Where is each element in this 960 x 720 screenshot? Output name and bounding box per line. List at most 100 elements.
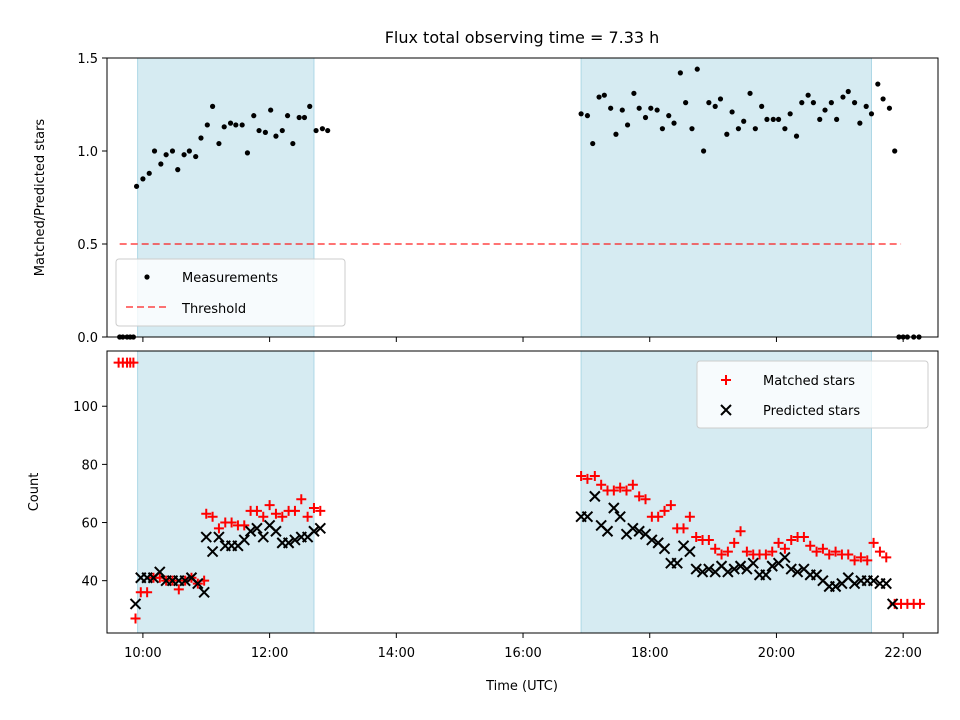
data-point [716, 549, 727, 560]
legend-label: Measurements [182, 271, 278, 286]
data-point [209, 103, 216, 109]
data-point [703, 534, 714, 545]
data-point [129, 598, 142, 610]
x-tick-label: 18:00 [631, 646, 668, 661]
data-point [678, 523, 689, 534]
data-point [631, 90, 637, 96]
data-point [233, 122, 239, 128]
y-tick-label: 80 [81, 458, 98, 473]
data-point [665, 500, 676, 511]
data-point [221, 124, 227, 130]
data-point [881, 552, 892, 563]
data-point [691, 532, 702, 543]
data-point [142, 587, 153, 598]
legend-label: Matched stars [763, 374, 855, 389]
x-tick-label: 10:00 [124, 646, 161, 661]
data-point [204, 122, 210, 128]
data-point [128, 357, 139, 368]
data-point [752, 126, 758, 132]
data-point [824, 549, 835, 560]
top-panel: 0.0 0.5 1.0 1.5 Matched/Predicted stars Measu… [33, 52, 939, 346]
data-point [659, 126, 666, 132]
data-point [251, 113, 257, 119]
data-point [279, 127, 285, 134]
y-tick-label: 0.0 [77, 331, 98, 346]
data-point [875, 81, 881, 87]
data-point [845, 88, 851, 95]
y-tick-label: 1.0 [77, 145, 98, 160]
data-point [840, 94, 846, 100]
data-point [173, 584, 184, 595]
data-point [621, 485, 632, 496]
data-point [799, 100, 805, 106]
y-tick-label: 100 [73, 400, 98, 415]
plot-frame [106, 57, 939, 338]
x-tick-label: 12:00 [251, 646, 288, 661]
data-point [770, 116, 776, 122]
data-point [325, 127, 331, 134]
legend-box [115, 258, 346, 327]
data-point [576, 471, 587, 482]
y-tick-label: 1.5 [77, 52, 98, 67]
data-point [822, 107, 828, 113]
data-point [193, 153, 199, 160]
data-point [256, 127, 262, 134]
data-point [849, 555, 860, 566]
data-point [764, 116, 770, 122]
data-point [200, 531, 212, 543]
data-point [192, 577, 204, 590]
data-point [201, 508, 212, 519]
data-point [734, 560, 747, 572]
data-point [722, 566, 734, 578]
data-point [867, 574, 880, 587]
data-point [642, 114, 649, 121]
data-point [296, 494, 307, 505]
data-point [868, 111, 875, 117]
data-point [615, 482, 626, 493]
data-point [848, 577, 861, 590]
data-point [689, 126, 695, 132]
data-point [793, 133, 800, 139]
data-point [315, 505, 326, 516]
data-point [648, 105, 654, 111]
data-point [284, 113, 291, 119]
y-tick-label: 60 [81, 517, 98, 532]
data-point [683, 100, 689, 106]
observing-window-1 [137, 350, 315, 634]
data-point [627, 479, 638, 490]
data-point [741, 546, 752, 557]
data-point [700, 148, 707, 154]
data-point [239, 520, 250, 531]
data-point [244, 150, 251, 156]
data-point [624, 122, 631, 128]
series-matched-stars [113, 357, 926, 624]
data-point [712, 103, 718, 109]
data-point [640, 494, 651, 505]
data-point [915, 598, 926, 609]
data-point [213, 531, 225, 543]
data-point [817, 543, 828, 554]
data-point [817, 116, 823, 122]
legend-box [696, 360, 929, 429]
data-point [880, 577, 892, 590]
data-point [775, 116, 782, 122]
data-point [584, 113, 591, 119]
data-point [608, 105, 614, 111]
data-point [659, 505, 670, 516]
x-axis-label: Time (UTC) [485, 679, 558, 694]
data-point [735, 126, 742, 132]
x-tick-label: 20:00 [758, 646, 795, 661]
data-point [608, 502, 620, 514]
data-point [590, 140, 596, 147]
data-point [601, 525, 614, 537]
data-point [729, 109, 735, 115]
data-point [198, 135, 204, 141]
data-point [151, 148, 158, 154]
data-point [268, 107, 274, 113]
data-point [289, 505, 300, 516]
data-point [226, 517, 237, 528]
plot-frame [106, 350, 939, 634]
bottom-panel: 40 60 80 100 10:00 12:00 14:00 16:00 18:00 20:00 2… [27, 350, 939, 661]
x-tick-label: 14:00 [378, 646, 415, 661]
data-point [319, 126, 326, 132]
